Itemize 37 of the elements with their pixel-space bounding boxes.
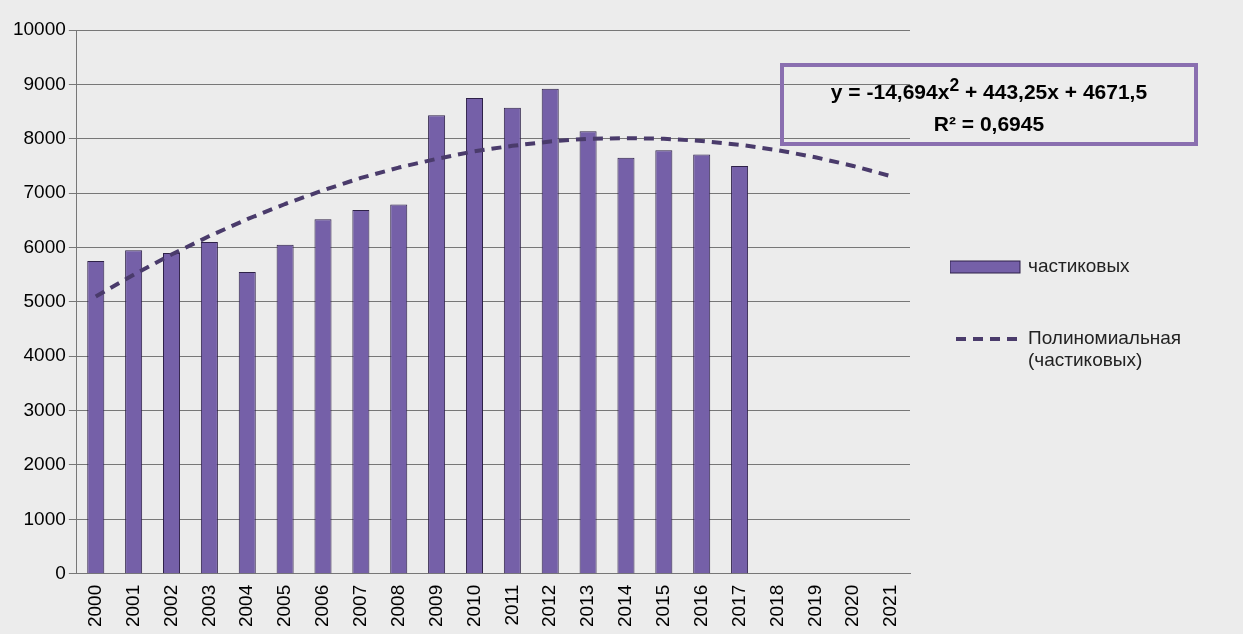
x-tick-label: 2017	[727, 584, 749, 628]
y-tick-label: 3000	[23, 398, 66, 420]
x-tick-label: 2013	[576, 584, 598, 628]
y-tick-label: 7000	[23, 181, 66, 203]
y-tick-label: 6000	[23, 235, 66, 257]
x-tick-label: 2014	[614, 584, 636, 628]
x-tick-label: 2002	[159, 584, 181, 628]
x-tick-label: 2021	[879, 584, 901, 628]
y-tick-label: 4000	[23, 344, 66, 366]
x-tick-label: 2003	[197, 584, 219, 628]
x-tick-label: 2016	[689, 584, 711, 628]
legend-label: Полиномиальная (частиковых)	[1028, 327, 1183, 371]
text: R² = 0,6945	[932, 111, 1046, 137]
y-tick-label: 9000	[23, 72, 66, 94]
x-tick-label: 2006	[311, 584, 333, 628]
x-tick-label: 2001	[121, 584, 143, 628]
x-tick-label: 2020	[841, 584, 863, 628]
y-tick-label: 5000	[23, 290, 66, 312]
legend-label: частиковых	[1028, 255, 1130, 277]
y-tick-label: 2000	[23, 453, 66, 475]
y-tick-label: 8000	[23, 126, 66, 148]
y-tick-label: 10000	[12, 18, 66, 40]
x-tick-label: 2015	[652, 584, 674, 628]
x-tick-label: 2011	[500, 584, 522, 626]
y-tick-label: 0	[55, 561, 66, 583]
x-tick-label: 2000	[84, 584, 105, 628]
x-tick-label: 2008	[386, 584, 408, 628]
x-tick-label: 2007	[349, 584, 371, 628]
x-tick-label: 2018	[765, 584, 787, 628]
x-tick-label: 2005	[273, 584, 295, 628]
x-tick-label: 2009	[424, 584, 446, 628]
x-tick-label: 2010	[462, 584, 484, 628]
x-tick-label: 2019	[803, 584, 825, 628]
x-tick-label: 2004	[235, 584, 257, 628]
annotation: y = -14,694x$^{2}$ + 443,25x + 4671,5	[829, 74, 1149, 105]
y-tick-label: 1000	[23, 507, 66, 529]
x-tick-label: 2012	[538, 584, 560, 628]
